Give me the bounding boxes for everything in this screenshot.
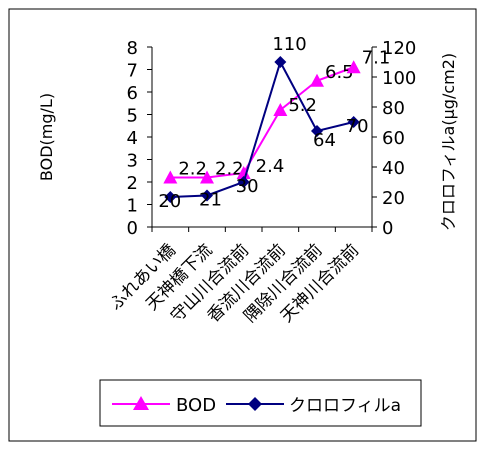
chlorophyll-point xyxy=(237,176,250,188)
right-tick-label: 0 xyxy=(382,218,393,239)
legend-chlorophyll-label: クロロフィルa xyxy=(289,396,401,416)
left-tick-label: 7 xyxy=(127,61,138,82)
legend-bod-marker xyxy=(133,396,149,410)
chlorophyll-point xyxy=(274,56,287,68)
legend-chlorophyll-marker xyxy=(248,397,262,411)
chlorophyll-point xyxy=(201,189,213,202)
left-tick-label: 1 xyxy=(127,196,138,217)
chlorophyll-data-label: 20 xyxy=(158,191,181,212)
left-tick-label: 8 xyxy=(127,38,138,59)
bod-data-label: 6.5 xyxy=(325,62,354,83)
right-axis-label: クロロフィルa(μg/cm2) xyxy=(439,53,458,231)
chlorophyll-data-label: 30 xyxy=(236,176,259,197)
left-tick-label: 5 xyxy=(127,106,138,127)
bod-data-label: 7.1 xyxy=(362,47,391,68)
left-tick-label: 2 xyxy=(127,173,138,194)
chlorophyll-data-label: 110 xyxy=(272,34,306,55)
bod-data-label: 2.2 xyxy=(178,159,207,180)
right-tick-label: 40 xyxy=(382,158,405,179)
bod-point xyxy=(236,166,251,179)
bod-point xyxy=(200,170,214,184)
left-tick-label: 4 xyxy=(127,128,138,149)
left-tick-label: 0 xyxy=(127,218,138,239)
bod-data-label: 2.4 xyxy=(256,156,285,177)
left-tick-label: 3 xyxy=(127,151,138,172)
chlorophyll-point xyxy=(311,125,323,137)
left-tick-label: 6 xyxy=(127,83,138,104)
right-tick-label: 60 xyxy=(382,128,405,149)
right-tick-label: 20 xyxy=(382,188,405,209)
right-axis-ticks: 0 20 40 60 80 100 120 xyxy=(372,38,416,239)
chart-border xyxy=(8,8,477,442)
chlorophyll-point xyxy=(164,191,177,203)
bod-point xyxy=(310,73,324,87)
legend-box xyxy=(99,379,422,427)
right-tick-label: 120 xyxy=(382,38,416,59)
chlorophyll-data-label: 70 xyxy=(346,116,369,137)
bod-point xyxy=(346,60,361,74)
series-line-chlorophyll xyxy=(170,59,354,198)
left-axis-label: BOD(mg/L) xyxy=(37,93,56,181)
legend: BOD クロロフィルa xyxy=(99,379,422,427)
bod-point xyxy=(163,170,178,184)
series-line-bod xyxy=(170,66,355,179)
bod-point xyxy=(273,103,288,116)
chlorophyll-data-label: 21 xyxy=(199,190,222,211)
chlorophyll-data-label: 64 xyxy=(313,130,336,151)
right-tick-label: 100 xyxy=(382,68,416,89)
chlorophyll-point xyxy=(347,116,360,128)
legend-bod-label: BOD xyxy=(176,395,216,416)
right-tick-label: 80 xyxy=(382,98,405,119)
bod-data-label: 2.2 xyxy=(215,159,244,180)
